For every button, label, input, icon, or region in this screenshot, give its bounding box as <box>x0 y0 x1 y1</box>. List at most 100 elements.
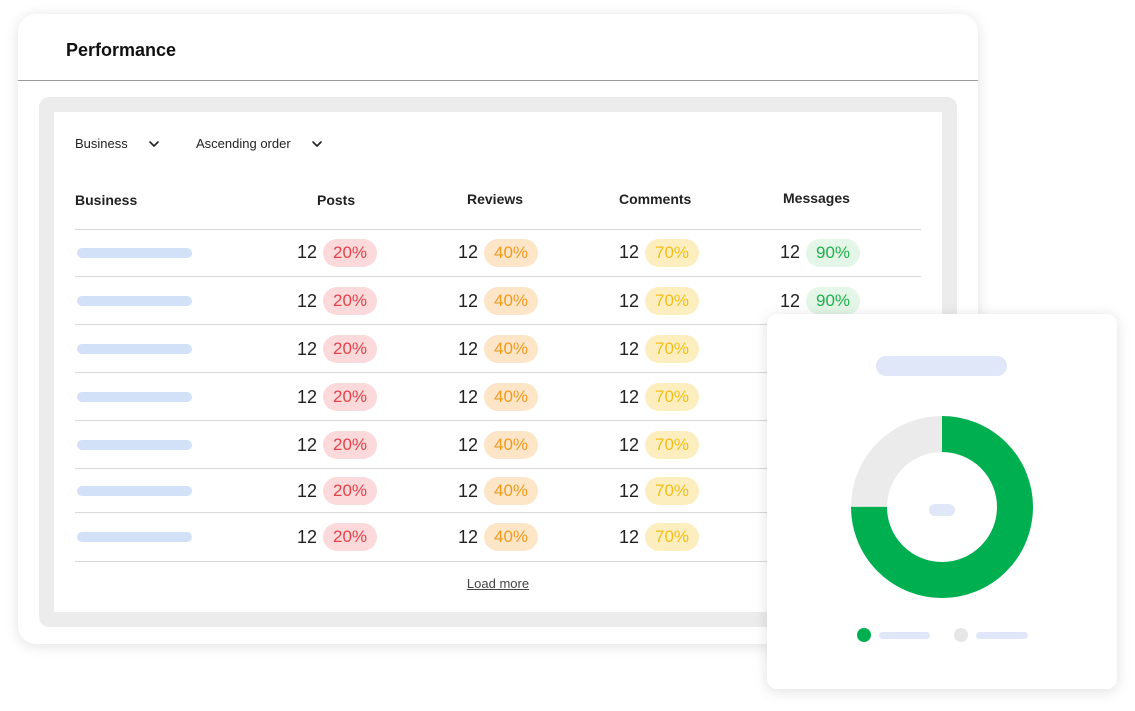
comments-percent-badge: 70% <box>645 383 700 411</box>
table-row[interactable]: 12 20% 12 40% 12 70% 12 90% <box>75 276 921 325</box>
posts-percent-badge: 20% <box>323 523 378 551</box>
reviews-cell: 12 40% <box>454 287 539 315</box>
donut-chart <box>851 416 1033 598</box>
posts-percent-badge: 20% <box>323 431 378 459</box>
comments-count: 12 <box>618 338 639 359</box>
posts-cell: 12 20% <box>293 523 378 551</box>
reviews-percent-badge: 40% <box>484 523 539 551</box>
posts-count: 12 <box>296 290 317 311</box>
posts-cell: 12 20% <box>293 477 378 505</box>
page-title: Performance <box>66 40 177 60</box>
posts-count: 12 <box>296 480 317 501</box>
business-name-placeholder <box>77 532 192 542</box>
posts-count: 12 <box>296 242 317 262</box>
messages-cell: 12 90% <box>776 287 861 315</box>
comments-percent-badge: 70% <box>645 335 700 363</box>
posts-percent-badge: 20% <box>323 238 378 267</box>
reviews-percent-badge: 40% <box>484 477 539 505</box>
comments-count: 12 <box>618 480 639 501</box>
posts-cell: 12 20% <box>293 431 378 459</box>
posts-count: 12 <box>296 434 317 455</box>
business-name-placeholder <box>77 296 192 306</box>
comments-percent-badge: 70% <box>645 477 700 505</box>
business-name-placeholder <box>77 247 192 258</box>
legend-label-placeholder <box>879 632 930 639</box>
comments-percent-badge: 70% <box>645 287 700 315</box>
reviews-cell: 12 40% <box>454 477 539 505</box>
reviews-count: 12 <box>457 526 478 547</box>
messages-percent-badge: 90% <box>806 238 861 267</box>
comments-count: 12 <box>618 434 639 455</box>
posts-count: 12 <box>296 526 317 547</box>
table-row[interactable]: 12 20% 12 40% 12 70% <box>75 420 921 469</box>
table-row[interactable]: 12 20% 12 40% 12 70% 12 90% <box>75 229 921 275</box>
comments-percent-badge: 70% <box>645 523 700 551</box>
table-row[interactable]: 12 20% 12 40% 12 70% <box>75 468 921 513</box>
posts-count: 12 <box>296 338 317 359</box>
posts-cell: 12 20% <box>293 383 378 411</box>
posts-percent-badge: 20% <box>323 287 378 315</box>
comments-cell: 12 70% <box>615 287 700 315</box>
legend-dot-rest <box>954 628 968 642</box>
comments-cell: 12 70% <box>615 335 700 363</box>
comments-percent-badge: 70% <box>645 431 700 459</box>
posts-cell: 12 20% <box>293 238 378 267</box>
messages-percent-badge: 90% <box>806 287 861 315</box>
donut-chart-card <box>767 314 1117 689</box>
reviews-count: 12 <box>457 434 478 455</box>
chart-title-placeholder <box>876 356 1007 376</box>
sort-order-dropdown[interactable]: Ascending order <box>196 136 323 151</box>
chevron-down-icon <box>311 140 322 147</box>
column-header-comments[interactable]: Comments <box>619 191 692 207</box>
business-filter-dropdown[interactable]: Business <box>75 136 160 151</box>
business-name-placeholder <box>77 392 192 402</box>
header-divider <box>18 80 978 81</box>
reviews-percent-badge: 40% <box>484 383 539 411</box>
performance-card: Performance Business Ascending order Bus… <box>18 14 978 644</box>
sort-order-label: Ascending order <box>196 136 291 151</box>
comments-cell: 12 70% <box>615 431 700 459</box>
reviews-count: 12 <box>457 242 478 262</box>
reviews-count: 12 <box>457 480 478 501</box>
comments-cell: 12 70% <box>615 477 700 505</box>
messages-count: 12 <box>779 242 800 262</box>
messages-count: 12 <box>779 290 800 311</box>
posts-percent-badge: 20% <box>323 335 378 363</box>
column-header-business[interactable]: Business <box>75 192 138 208</box>
column-header-posts[interactable]: Posts <box>317 192 356 208</box>
table-row[interactable]: 12 20% 12 40% 12 70% <box>75 324 921 373</box>
reviews-cell: 12 40% <box>454 335 539 363</box>
comments-count: 12 <box>618 242 639 262</box>
reviews-count: 12 <box>457 290 478 311</box>
reviews-percent-badge: 40% <box>484 431 539 459</box>
donut-center-placeholder <box>929 504 955 516</box>
comments-cell: 12 70% <box>615 523 700 551</box>
column-header-reviews[interactable]: Reviews <box>467 191 524 207</box>
comments-count: 12 <box>618 290 639 311</box>
business-name-placeholder <box>77 440 192 450</box>
posts-percent-badge: 20% <box>323 383 378 411</box>
posts-count: 12 <box>296 386 317 407</box>
comments-count: 12 <box>618 526 639 547</box>
legend-label-placeholder <box>976 632 1028 639</box>
table-row[interactable]: 12 20% 12 40% 12 70% <box>75 372 921 421</box>
business-filter-label: Business <box>75 136 128 151</box>
legend-dot-primary <box>857 628 871 642</box>
posts-cell: 12 20% <box>293 335 378 363</box>
posts-percent-badge: 20% <box>323 477 378 505</box>
business-name-placeholder <box>77 486 192 496</box>
table-row[interactable]: 12 20% 12 40% 12 70% <box>75 512 921 562</box>
column-header-messages[interactable]: Messages <box>783 190 850 206</box>
reviews-percent-badge: 40% <box>484 287 539 315</box>
comments-count: 12 <box>618 386 639 407</box>
chevron-down-icon <box>148 140 159 147</box>
reviews-cell: 12 40% <box>454 523 539 551</box>
reviews-cell: 12 40% <box>454 431 539 459</box>
load-more-link[interactable]: Load more <box>466 576 530 591</box>
reviews-cell: 12 40% <box>454 383 539 411</box>
reviews-count: 12 <box>457 386 478 407</box>
business-name-placeholder <box>77 344 192 354</box>
reviews-percent-badge: 40% <box>484 238 539 267</box>
messages-cell: 12 90% <box>776 238 861 267</box>
comments-cell: 12 70% <box>615 238 700 267</box>
